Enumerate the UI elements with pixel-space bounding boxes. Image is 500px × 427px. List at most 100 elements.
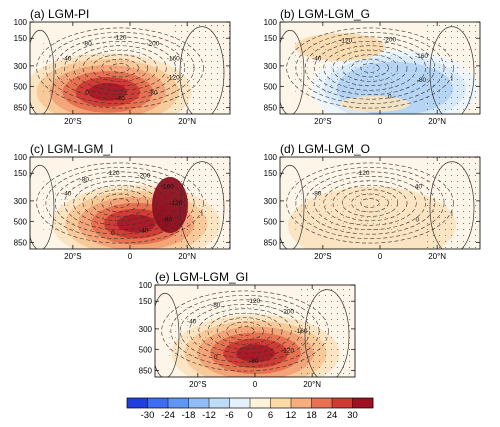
shading-level bbox=[340, 96, 410, 112]
negative-contour bbox=[91, 54, 149, 82]
x-tick-label: 20°N bbox=[428, 117, 446, 126]
colorbar-tick-label: -18 bbox=[182, 410, 196, 421]
panel-title: (d) LGM-LGM_O bbox=[280, 142, 370, 156]
positive-contour bbox=[304, 289, 350, 377]
negative-contour bbox=[36, 162, 204, 244]
negative-contour bbox=[332, 49, 408, 87]
negative-contour bbox=[54, 36, 186, 100]
contour-label: -200 bbox=[281, 308, 294, 315]
contour-label: -40 bbox=[312, 56, 322, 63]
y-tick-label: 100 bbox=[139, 281, 153, 290]
x-tick-label: 0 bbox=[378, 117, 383, 126]
negative-contour bbox=[73, 180, 167, 226]
positive-contour bbox=[30, 164, 55, 249]
positive-contour bbox=[179, 26, 225, 114]
negative-contour bbox=[351, 193, 389, 213]
y-tick-label: 150 bbox=[264, 169, 278, 178]
colorbar-swatch bbox=[291, 398, 312, 408]
x-tick-label: 0 bbox=[128, 252, 133, 261]
colorbar-tick-label: -12 bbox=[202, 410, 216, 421]
negative-contour bbox=[341, 54, 399, 82]
negative-contour bbox=[360, 198, 380, 208]
colorbar-tick-label: -24 bbox=[161, 410, 175, 421]
stipple-region bbox=[174, 22, 230, 114]
negative-contour bbox=[91, 189, 149, 217]
y-tick-label: 850 bbox=[264, 104, 278, 113]
y-tick-label: 300 bbox=[14, 62, 28, 71]
contour-label: -160 bbox=[167, 56, 180, 63]
positive-contour bbox=[280, 29, 305, 114]
positive-contour bbox=[429, 161, 475, 249]
positive-contour bbox=[30, 29, 55, 114]
stipple-region bbox=[174, 157, 230, 249]
y-tick-label: 100 bbox=[14, 153, 28, 162]
negative-contour bbox=[110, 198, 130, 208]
contour-label: -120 bbox=[281, 348, 294, 355]
contour-label: l bbox=[451, 211, 453, 218]
contour-label: -40 bbox=[62, 191, 72, 198]
contour-label: -120 bbox=[356, 170, 369, 177]
y-tick-label: 300 bbox=[139, 325, 153, 334]
x-tick-label: 20°S bbox=[64, 252, 81, 261]
contour-label: -160 bbox=[415, 53, 428, 60]
negative-contour bbox=[332, 184, 408, 222]
contour-label: -80 bbox=[82, 40, 92, 47]
x-tick-label: 0 bbox=[253, 380, 258, 389]
contour-label: -120 bbox=[106, 170, 119, 177]
contour-label: -120 bbox=[339, 38, 352, 45]
negative-contour bbox=[36, 27, 204, 109]
negative-contour bbox=[323, 180, 417, 226]
panel-title: (a) LGM-PI bbox=[30, 7, 89, 21]
y-tick-label: 850 bbox=[264, 239, 278, 248]
colorbar-tick-label: 24 bbox=[327, 410, 338, 421]
y-tick-label: 500 bbox=[14, 217, 28, 226]
y-tick-label: 500 bbox=[14, 82, 28, 91]
panel-title: (b) LGM-LGM_G bbox=[280, 7, 370, 21]
positive-contour bbox=[280, 164, 305, 249]
contour-label: -200 bbox=[137, 173, 150, 180]
negative-contour bbox=[189, 303, 301, 359]
y-tick-label: 300 bbox=[264, 62, 278, 71]
contour-label: -80 bbox=[312, 191, 322, 198]
negative-contour bbox=[207, 312, 283, 350]
stipple-region bbox=[290, 42, 400, 98]
negative-contour bbox=[73, 45, 167, 91]
contour-label: -120 bbox=[169, 200, 182, 207]
colorbar-tick-label: 30 bbox=[347, 410, 358, 421]
negative-contour bbox=[304, 171, 436, 235]
stipple-region bbox=[40, 177, 150, 233]
negative-contour bbox=[45, 32, 195, 104]
colorbar-tick-label: 12 bbox=[286, 410, 297, 421]
panel-a: -40-80-120-200-160-120-80-400(a) LGM-PI1… bbox=[14, 7, 231, 126]
x-tick-label: 20°N bbox=[178, 117, 196, 126]
negative-contour bbox=[64, 40, 176, 96]
contour-label: -80 bbox=[249, 358, 259, 365]
y-tick-label: 850 bbox=[139, 367, 153, 376]
y-tick-label: 850 bbox=[14, 104, 28, 113]
contour-label: l bbox=[451, 76, 453, 83]
contour-label: -120 bbox=[113, 35, 126, 42]
negative-contour bbox=[45, 167, 195, 239]
panel-title: (e) LGM-LGM_GI bbox=[155, 270, 248, 284]
colorbar: -30 -24 -18 -12 -6 0 6 12 18 24 30 bbox=[126, 397, 374, 421]
colorbar-tick-label: 18 bbox=[306, 410, 317, 421]
contour-label: -40 bbox=[62, 56, 72, 63]
negative-contour bbox=[360, 63, 380, 73]
negative-contour bbox=[110, 63, 130, 73]
positive-contour bbox=[429, 26, 475, 114]
y-tick-label: 500 bbox=[264, 217, 278, 226]
contour-label: 0 bbox=[111, 230, 115, 237]
y-tick-label: 150 bbox=[14, 169, 28, 178]
negative-contour bbox=[341, 189, 399, 217]
x-tick-label: 20°N bbox=[428, 252, 446, 261]
panel-c: -40 -80 -120 -200 -160 -120 -80 -40 0 l (c) LGM-LG… bbox=[14, 142, 231, 261]
panel-title: (c) LGM-LGM_I bbox=[30, 142, 113, 156]
colorbar-tick-label: -30 bbox=[141, 410, 155, 421]
panel-e: -40 -80 -120 -200 -160 -120 -80 0 (e) LGM-LGM_GI… bbox=[139, 270, 356, 389]
negative-contour bbox=[170, 295, 320, 367]
colorbar-swatch bbox=[127, 398, 148, 408]
x-tick-label: 20°S bbox=[314, 252, 331, 261]
